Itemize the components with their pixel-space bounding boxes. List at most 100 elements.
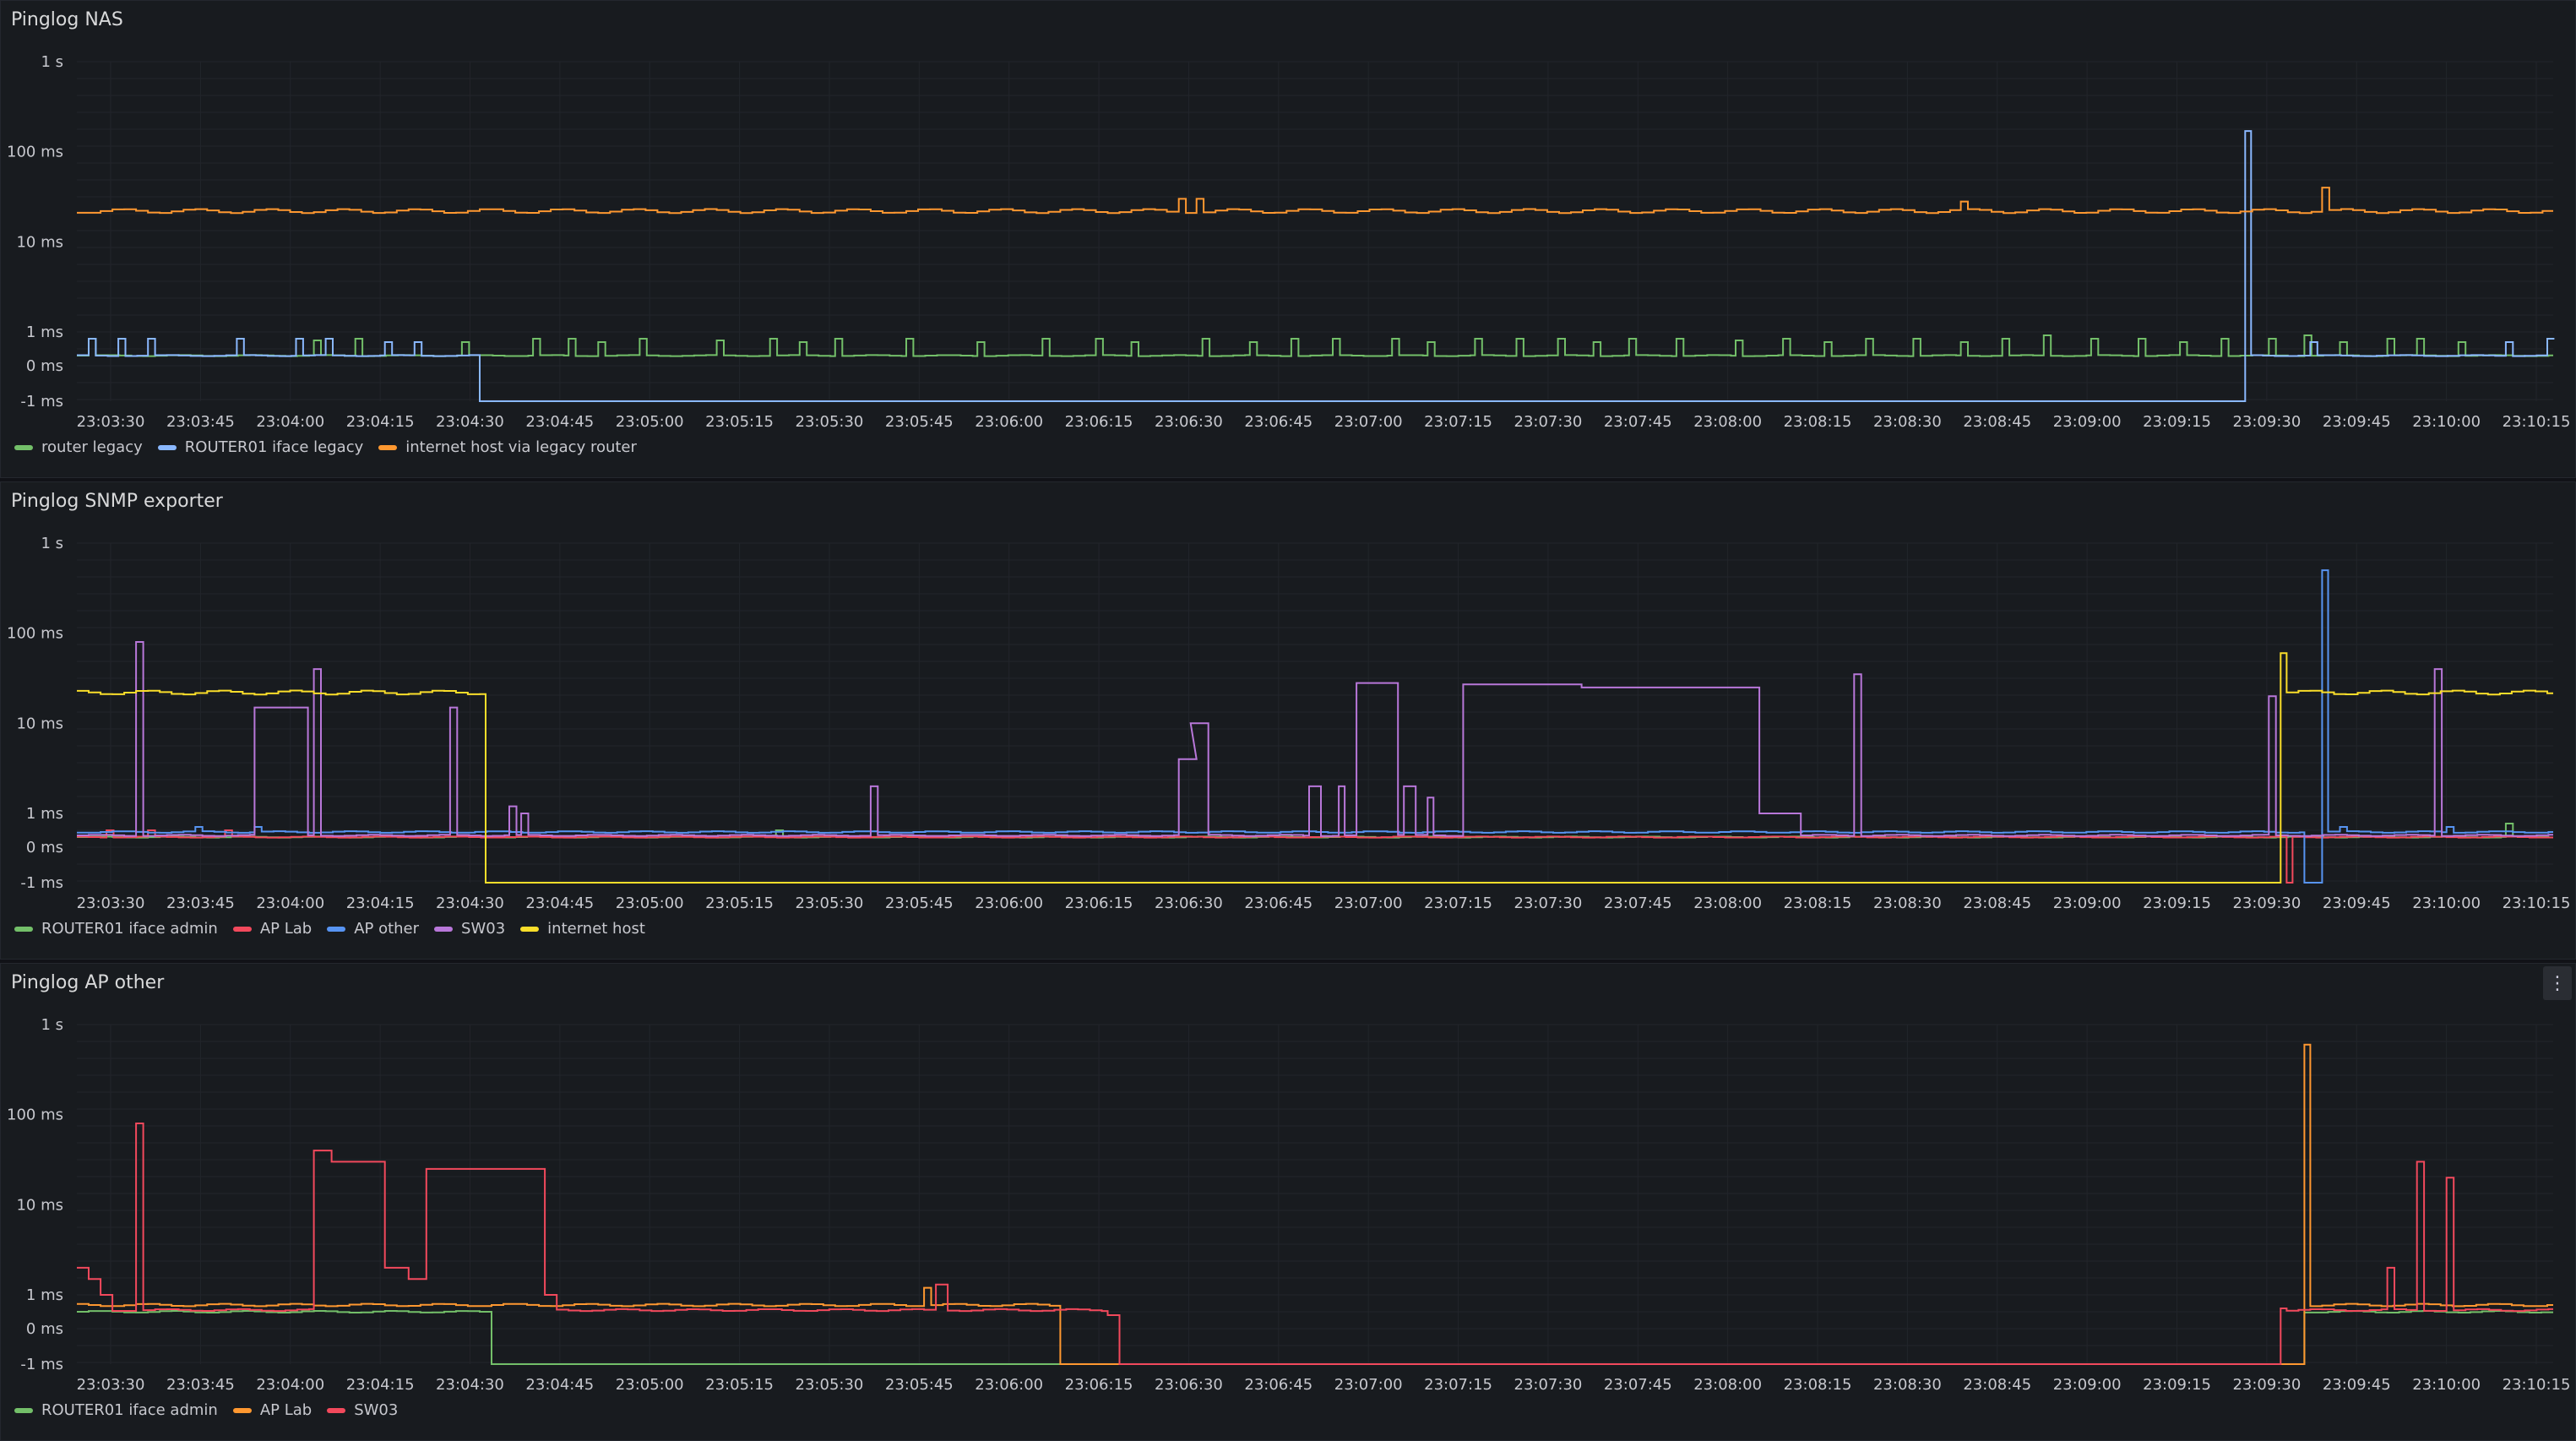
x-tick-label: 23:07:00 <box>1334 1376 1403 1394</box>
x-tick-label: 23:05:30 <box>796 895 864 912</box>
x-tick-label: 23:05:00 <box>616 413 684 431</box>
x-tick-label: 23:04:00 <box>256 895 324 912</box>
legend-item[interactable]: SW03 <box>327 1401 398 1419</box>
legend-swatch <box>520 926 540 932</box>
series-line-internet-host[interactable] <box>77 652 2553 884</box>
x-tick-label: 23:06:00 <box>975 413 1043 431</box>
series-line-router01-iface-legacy[interactable] <box>77 130 2555 402</box>
x-tick-label: 23:07:00 <box>1334 895 1403 912</box>
x-tick-label: 23:05:45 <box>885 895 954 912</box>
legend-item[interactable]: SW03 <box>434 920 505 938</box>
x-tick-label: 23:07:15 <box>1424 895 1492 912</box>
legend-label: AP Lab <box>259 920 312 938</box>
legend-item[interactable]: AP Lab <box>232 1401 312 1419</box>
x-tick-label: 23:09:15 <box>2143 413 2211 431</box>
series-line-router-legacy[interactable] <box>77 334 2553 357</box>
series-line-ap-lab[interactable] <box>77 1043 2553 1365</box>
x-tick-label: 23:06:30 <box>1155 413 1223 431</box>
x-tick-label: 23:10:00 <box>2412 895 2481 912</box>
legend-item[interactable]: internet host <box>520 920 645 938</box>
x-tick-label: 23:10:00 <box>2412 1376 2481 1394</box>
x-tick-label: 23:07:30 <box>1514 413 1583 431</box>
legend-label: router legacy <box>41 438 143 456</box>
x-tick-label: 23:05:30 <box>796 1376 864 1394</box>
legend-item[interactable]: AP other <box>327 920 419 938</box>
grid <box>77 542 2553 883</box>
legend-label: ROUTER01 iface admin <box>41 920 218 938</box>
x-tick-label: 23:03:30 <box>77 1376 145 1394</box>
y-tick-label: 100 ms <box>7 625 63 643</box>
legend: ROUTER01 iface admin AP Lab SW03 <box>14 1401 398 1419</box>
series-line-sw03[interactable] <box>77 641 2553 837</box>
series-line-router01-iface-admin[interactable] <box>77 1310 2553 1365</box>
chart-area: 1 s 100 ms 10 ms 1 ms 0 ms -1 ms 23:03:30 23:03… <box>7 53 2570 431</box>
chart-area: 1 s 100 ms 10 ms 1 ms 0 ms -1 ms 23:03:30 23:03… <box>7 535 2571 912</box>
series-line-internet-host-via-legacy-router[interactable] <box>77 187 2553 215</box>
x-tick-label: 23:09:45 <box>2323 1376 2391 1394</box>
legend-label: internet host <box>547 920 645 938</box>
x-tick-label: 23:08:15 <box>1784 1376 1852 1394</box>
x-tick-label: 23:07:30 <box>1514 1376 1583 1394</box>
x-tick-label: 23:07:15 <box>1424 1376 1492 1394</box>
x-tick-label: 23:04:45 <box>525 895 594 912</box>
legend-label: ROUTER01 iface admin <box>41 1401 218 1419</box>
legend-swatch <box>434 926 454 932</box>
legend: router legacy ROUTER01 iface legacy intern… <box>14 438 637 456</box>
legend-item[interactable]: ROUTER01 iface admin <box>14 920 218 938</box>
x-tick-label: 23:07:45 <box>1604 413 1672 431</box>
grid <box>77 1024 2553 1364</box>
y-tick-label: -1 ms <box>20 393 63 411</box>
x-tick-label: 23:05:00 <box>616 895 684 912</box>
panel-pinglog-nas: Pinglog NAS 1 s 100 ms 10 ms 1 ms 0 ms -1 ms 2… <box>0 0 2576 478</box>
x-tick-label: 23:09:15 <box>2143 1376 2211 1394</box>
legend-swatch <box>232 926 252 932</box>
x-tick-label: 23:05:15 <box>705 413 774 431</box>
y-tick-label: 1 ms <box>26 1286 63 1304</box>
legend-item[interactable]: ROUTER01 iface admin <box>14 1401 218 1419</box>
legend-label: internet host via legacy router <box>405 438 637 456</box>
legend-swatch <box>327 1407 346 1413</box>
y-tick-label: 10 ms <box>16 233 63 251</box>
x-tick-label: 23:04:45 <box>525 413 594 431</box>
y-tick-label: 10 ms <box>16 1196 63 1214</box>
y-tick-label: 100 ms <box>7 1107 63 1124</box>
series-line-ap-other[interactable] <box>77 569 2553 884</box>
x-tick-label: 23:06:15 <box>1065 895 1133 912</box>
x-tick-label: 23:08:00 <box>1693 1376 1762 1394</box>
x-tick-label: 23:08:00 <box>1693 895 1762 912</box>
legend-swatch <box>14 1407 33 1413</box>
menu-icon[interactable]: ⋮ <box>2543 966 2572 1000</box>
x-tick-label: 23:05:15 <box>705 1376 774 1394</box>
x-tick-label: 23:03:45 <box>166 895 235 912</box>
x-tick-label: 23:06:00 <box>975 895 1043 912</box>
panel-pinglog-ap-other: Pinglog AP other ⋮ 1 s 100 ms 10 ms 1 ms 0 m… <box>0 963 2576 1441</box>
legend-item[interactable]: AP Lab <box>232 920 312 938</box>
x-tick-label: 23:10:15 <box>2503 1376 2571 1394</box>
x-tick-label: 23:05:45 <box>885 1376 954 1394</box>
x-tick-label: 23:04:15 <box>346 895 415 912</box>
x-tick-label: 23:03:30 <box>77 413 145 431</box>
x-tick-label: 23:10:15 <box>2503 895 2571 912</box>
x-tick-label: 23:03:30 <box>77 895 145 912</box>
x-tick-label: 23:07:30 <box>1514 895 1583 912</box>
x-tick-label: 23:03:45 <box>166 1376 235 1394</box>
x-tick-label: 23:07:15 <box>1424 413 1492 431</box>
y-tick-label: -1 ms <box>20 874 63 892</box>
legend: ROUTER01 iface admin AP Lab AP other SW03 in… <box>14 920 645 938</box>
legend-item[interactable]: ROUTER01 iface legacy <box>157 438 363 456</box>
y-tick-label: 1 ms <box>26 805 63 823</box>
legend-item[interactable]: router legacy <box>14 438 143 456</box>
x-tick-label: 23:07:45 <box>1604 895 1672 912</box>
x-tick-label: 23:04:15 <box>346 413 415 431</box>
x-tick-label: 23:04:30 <box>436 1376 504 1394</box>
x-tick-label: 23:04:30 <box>436 413 504 431</box>
y-tick-label: 1 s <box>41 535 63 552</box>
legend-swatch <box>327 926 346 932</box>
chart-area: 1 s 100 ms 10 ms 1 ms 0 ms -1 ms 23:03:30 23:03… <box>7 1016 2571 1394</box>
legend-swatch <box>157 444 177 450</box>
legend-label: SW03 <box>461 920 506 938</box>
legend-item[interactable]: internet host via legacy router <box>378 438 637 456</box>
series-line-sw03[interactable] <box>77 1123 2553 1365</box>
legend-label: AP other <box>354 920 420 938</box>
x-tick-label: 23:05:00 <box>616 1376 684 1394</box>
